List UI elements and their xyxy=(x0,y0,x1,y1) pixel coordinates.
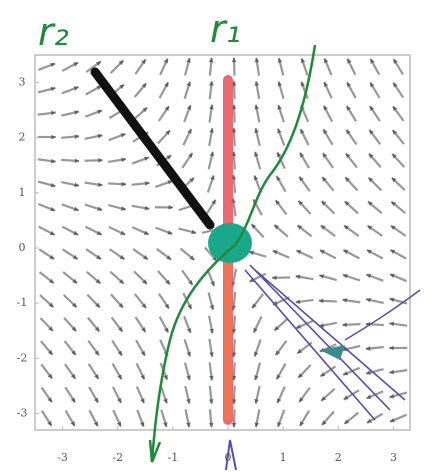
field-arrowhead xyxy=(319,299,323,304)
page: {"chart_data": {"type": "quiver", "annot… xyxy=(0,0,435,472)
field-arrowhead xyxy=(145,181,150,186)
field-arrowhead xyxy=(272,275,276,280)
annotation: r₁ xyxy=(210,7,241,51)
y-tick-label: -1 xyxy=(17,296,28,309)
x-tick-label: -3 xyxy=(57,451,68,464)
field-arrowhead xyxy=(209,423,214,428)
field-arrowhead xyxy=(232,58,237,62)
field-arrowhead xyxy=(51,135,55,140)
chart: r₂ r₁ -3 -2 -1 0 1 2 3 -3 -2 -1 0 1 2 3 xyxy=(0,0,435,472)
field-arrowhead xyxy=(98,158,102,163)
x-tick-label: -2 xyxy=(112,451,123,464)
x-tick-label: 0 xyxy=(225,451,232,464)
y-tick-label: 0 xyxy=(19,241,26,254)
y-tick-label: -3 xyxy=(17,406,28,419)
field-arrowhead xyxy=(75,134,80,139)
y-tick-label: 1 xyxy=(19,186,26,199)
x-tick-label: 2 xyxy=(335,451,342,464)
field-arrowhead xyxy=(342,322,346,327)
field-arrowhead xyxy=(366,346,371,351)
field-arrowhead xyxy=(75,158,80,163)
field-arrowhead xyxy=(232,423,237,427)
field-arrowhead xyxy=(209,399,214,404)
x-tick-label: 1 xyxy=(280,451,287,464)
x-tick-label: -1 xyxy=(168,451,179,464)
field-arrowhead xyxy=(209,58,214,63)
r2-line xyxy=(95,72,210,225)
purple-curve xyxy=(345,290,420,340)
field-arrowhead xyxy=(389,346,393,351)
field-arrowhead xyxy=(168,205,172,210)
y-tick-label: 2 xyxy=(19,131,26,144)
annotation: r₂ xyxy=(38,10,69,54)
marker xyxy=(320,345,345,360)
x-tick-label: 3 xyxy=(390,451,397,464)
y-tick-label: 3 xyxy=(19,76,26,89)
y-tick-label: -2 xyxy=(17,351,28,364)
field-arrowhead xyxy=(122,182,127,187)
arrowhead xyxy=(150,440,160,462)
